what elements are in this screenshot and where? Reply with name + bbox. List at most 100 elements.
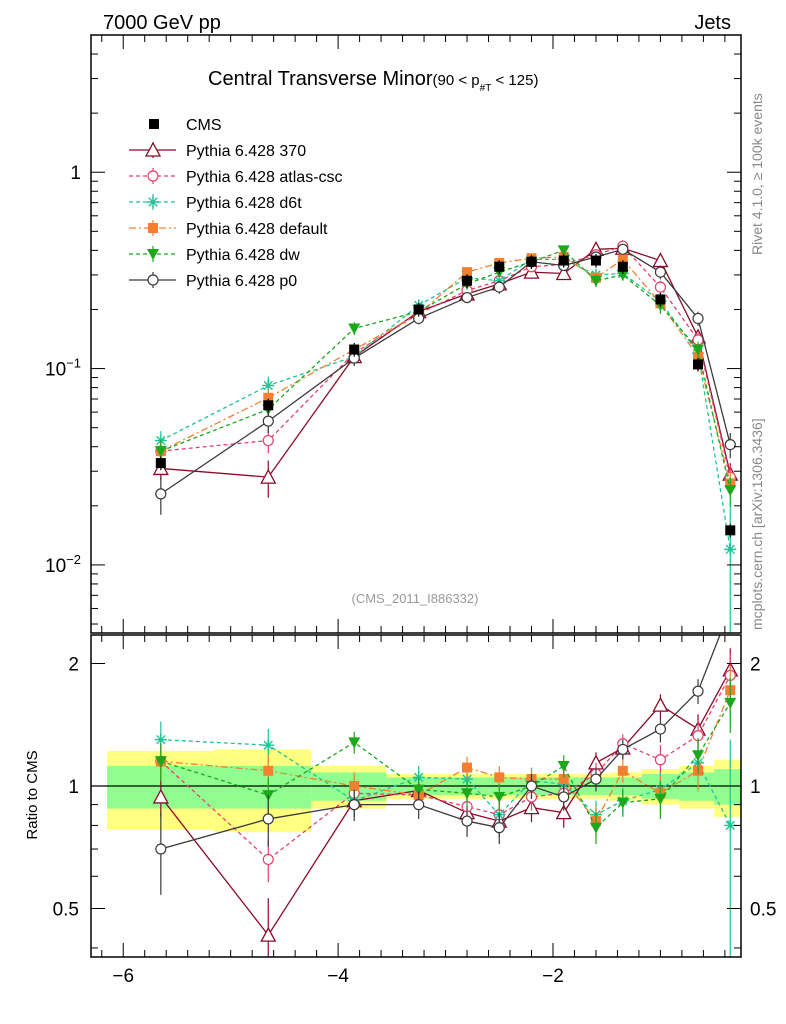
marker-circle [262,415,274,427]
chart-title-end: < 125) [491,72,538,89]
cms-data-point [349,344,360,355]
legend-item: Pythia 6.428 dw [129,246,300,264]
cms-data-point [655,294,666,305]
marker-circle [654,754,667,766]
upper-y-tick-exponent: −2 [66,552,81,567]
legend-label: Pythia 6.428 d6t [186,195,302,212]
legend: CMS Pythia 6.428 370 Pythia 6.428 atlas-cs… [129,117,343,290]
upper-y-tick-base: 10 [45,556,66,577]
upper-y-tick-base: 1 [70,163,81,184]
marker-square [263,392,274,403]
marker-circle [654,723,667,735]
upper-y-tick-exponent: −1 [66,356,81,371]
marker-triangle-down [654,793,667,805]
chart-title-range: (90 < p [433,72,480,89]
marker-circle [461,815,473,827]
legend-label: Pythia 6.428 default [186,221,328,238]
x-tick-label: −4 [327,966,349,987]
marker-triangle-down [461,788,474,800]
marker-circle [724,438,736,451]
marker-star [147,196,159,208]
rivet-version-label: Rivet 4.1.0, ≥ 100k events [749,93,765,255]
cms-data-point [155,458,166,469]
legend-item: Pythia 6.428 370 [129,141,306,160]
cms-data-point [413,304,424,315]
marker-triangle-down [348,737,361,749]
ratio-y-tick-label-right: 1 [750,777,761,798]
marker-triangle-down [589,275,602,287]
marker-square [462,267,473,278]
upper-plot-frame [90,34,742,634]
chart-title: Central Transverse Minor(90 < p#T < 125) [208,68,538,94]
ratio-y-axis-label: Ratio to CMS [24,750,41,839]
marker-triangle-down [557,245,570,257]
marker-star [493,274,506,287]
marker-triangle-down [692,344,705,356]
ratio-series-5 [155,635,721,895]
marker-circle [617,243,629,255]
upper-y-tick-label: 1 [70,163,81,184]
marker-circle [262,434,274,447]
marker-square [349,780,360,791]
marker-triangle [652,696,669,712]
cms-data-point [617,261,628,272]
cms-data-point [693,359,704,370]
marker-triangle-down [724,697,737,709]
marker-triangle-down [493,791,506,803]
series-line [160,258,731,550]
marker-triangle-down [692,750,705,762]
mcplots-url-label: mcplots.cern.ch [arXiv:1306.3436] [749,418,765,630]
ratio-y-tick-label-right: 0.5 [750,899,776,920]
marker-triangle-down [589,822,602,834]
marker-circle [692,685,704,697]
series-line [160,256,731,484]
cms-data-point [725,525,736,536]
marker-square [494,772,505,783]
legend-item: Pythia 6.428 default [129,220,328,238]
cms-band-inner [714,769,741,805]
ratio-plot-frame [90,634,742,958]
header-right-label: Jets [694,12,731,34]
marker-circle [654,266,667,278]
legend-item: Pythia 6.428 atlas-csc [129,168,343,186]
legend-label: Pythia 6.428 dw [186,247,300,264]
marker-triangle-down [154,446,167,458]
cms-data-point [263,400,274,411]
ratio-y-tick-label-left: 1 [68,777,79,798]
marker-triangle-down [557,760,570,772]
marker-circle [147,274,159,286]
marker-star [724,819,737,832]
marker-circle [155,488,167,500]
marker-circle [493,822,505,834]
analysis-watermark: (CMS_2011_I886332) [352,591,479,606]
marker-triangle [144,141,162,157]
marker-square [263,765,274,776]
marker-triangle-down [724,485,737,497]
marker-triangle-down [154,756,167,768]
marker-star [724,543,737,556]
marker-square [558,774,569,785]
marker-star [262,739,275,752]
marker-triangle [260,926,277,942]
marker-square [617,254,628,265]
upper-y-tick-base: 10 [45,360,66,381]
legend-item: Pythia 6.428 d6t [129,194,302,212]
marker-circle [493,281,505,293]
legend-item: Pythia 6.428 p0 [129,272,297,290]
cms-data-point [558,255,569,266]
marker-triangle-down [348,323,361,335]
marker-triangle-down [412,784,425,796]
cms-data-point [494,261,505,272]
upper-y-tick-label: 10−2 [45,552,81,577]
marker-square [462,762,473,773]
marker-star [154,733,167,746]
x-tick-label: −2 [542,966,564,987]
legend-item: CMS [149,117,222,134]
marker-circle [461,291,473,304]
marker-circle [413,799,425,811]
marker-circle [262,853,274,866]
marker-triangle [555,265,572,281]
marker-circle [590,773,602,785]
marker-star [412,771,425,784]
